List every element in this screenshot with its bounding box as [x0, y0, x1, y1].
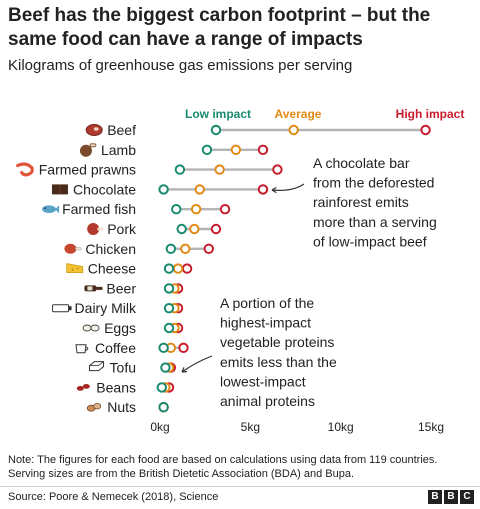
beans-icon	[76, 384, 90, 391]
low-impact-dot	[201, 144, 213, 156]
food-label: Tofu	[110, 360, 136, 376]
annotation-arrow	[271, 183, 305, 191]
footnote: Note: The figures for each food are base…	[8, 454, 438, 480]
food-label: Farmed prawns	[39, 162, 136, 178]
low-impact-dot	[158, 402, 169, 413]
source-line: Source: Poore & Nemecek (2018), Science	[8, 491, 219, 503]
bbc-logo: B B C	[428, 490, 474, 504]
low-impact-dot	[163, 322, 175, 334]
food-label: Beer	[106, 280, 136, 296]
high-impact-dot	[257, 144, 269, 156]
average-dot	[190, 204, 202, 215]
low-impact-dot	[163, 303, 175, 314]
average-dot	[194, 184, 205, 195]
high-impact-dot	[203, 243, 214, 255]
cheese-icon	[66, 263, 84, 274]
annotation-text: A chocolate bar	[313, 155, 410, 171]
chocolate-bar-icon	[51, 184, 68, 195]
annotation-text: rainforest emits	[313, 194, 409, 210]
x-tick-label: 0kg	[150, 420, 169, 434]
high-impact-dot	[210, 223, 222, 235]
ham-icon	[87, 223, 104, 235]
legend-high-impact: High impact	[396, 107, 465, 121]
bbc-logo-letter: B	[444, 490, 458, 504]
chart-title: Beef has the biggest carbon footprint – …	[8, 5, 431, 50]
food-label: Eggs	[104, 320, 136, 336]
annotation-text: animal proteins	[220, 393, 315, 409]
lamb-icon	[79, 143, 97, 157]
low-impact-dot	[158, 184, 169, 195]
legend-average: Average	[275, 107, 322, 121]
high-impact-dot	[257, 184, 269, 195]
food-label: Beans	[96, 379, 136, 395]
high-impact-dot	[178, 342, 189, 353]
annotation-arrow	[181, 355, 213, 373]
low-impact-dot	[163, 283, 175, 294]
average-dot	[180, 243, 191, 255]
low-impact-dot	[160, 362, 171, 373]
food-label: Lamb	[101, 142, 136, 158]
food-label: Chicken	[85, 241, 136, 257]
low-impact-dot	[156, 382, 168, 393]
food-label: Chocolate	[73, 181, 136, 197]
tofu-icon	[89, 361, 105, 372]
average-dot	[230, 144, 242, 156]
annotation-arrow-head	[181, 367, 188, 373]
annotation-text: emits less than the	[220, 354, 337, 370]
bbc-logo-letter: B	[428, 490, 442, 504]
annotation-text: from the deforested	[313, 175, 434, 191]
food-label: Coffee	[95, 340, 136, 356]
annotation-text: more than a serving	[313, 214, 437, 230]
food-label: Farmed fish	[62, 201, 136, 217]
prawn-icon	[16, 162, 34, 177]
coffee-cup-icon	[75, 344, 89, 354]
average-dot	[214, 164, 225, 175]
high-impact-dot	[181, 263, 193, 274]
high-impact-dot	[272, 164, 283, 175]
annotation-arrow-head	[271, 186, 277, 194]
x-tick-label: 10kg	[328, 420, 354, 434]
eggs-icon	[82, 324, 100, 332]
footer-divider	[0, 486, 480, 487]
low-impact-dot	[163, 263, 175, 274]
low-impact-dot	[158, 342, 169, 353]
annotation-text: lowest-impact	[220, 373, 306, 389]
milk-carton-icon	[52, 304, 72, 313]
bbc-logo-letter: C	[460, 490, 474, 504]
low-impact-dot	[176, 223, 187, 235]
x-tick-label: 15kg	[418, 420, 444, 434]
beer-bottle-icon	[84, 285, 103, 292]
high-impact-dot	[420, 124, 431, 136]
low-impact-dot	[165, 243, 177, 255]
legend-low-impact: Low impact	[185, 107, 251, 121]
fish-icon	[42, 205, 60, 214]
annotation-text: vegetable proteins	[220, 334, 334, 350]
food-label: Cheese	[88, 261, 136, 277]
low-impact-dot	[210, 124, 222, 136]
chicken-leg-icon	[64, 243, 82, 254]
average-dot	[288, 124, 299, 136]
annotation-text: highest-impact	[220, 315, 311, 331]
chart-subtitle: Kilograms of greenhouse gas emissions pe…	[8, 57, 353, 74]
x-tick-label: 5kg	[241, 420, 260, 434]
average-dot	[189, 223, 200, 235]
steak-icon	[85, 124, 103, 136]
food-label: Beef	[107, 122, 136, 138]
low-impact-dot	[171, 204, 182, 215]
food-label: Nuts	[107, 399, 136, 415]
food-label: Dairy Milk	[75, 300, 137, 316]
annotation-text: of low-impact beef	[313, 233, 427, 249]
nuts-icon	[86, 403, 102, 412]
annotation-text: A portion of the	[220, 295, 314, 311]
food-label: Pork	[107, 221, 137, 237]
average-dot	[172, 263, 184, 274]
dot-range-chart: Low impact Average High impact Beef Lamb Farm…	[16, 107, 465, 434]
low-impact-dot	[174, 164, 186, 175]
high-impact-dot	[219, 204, 231, 215]
